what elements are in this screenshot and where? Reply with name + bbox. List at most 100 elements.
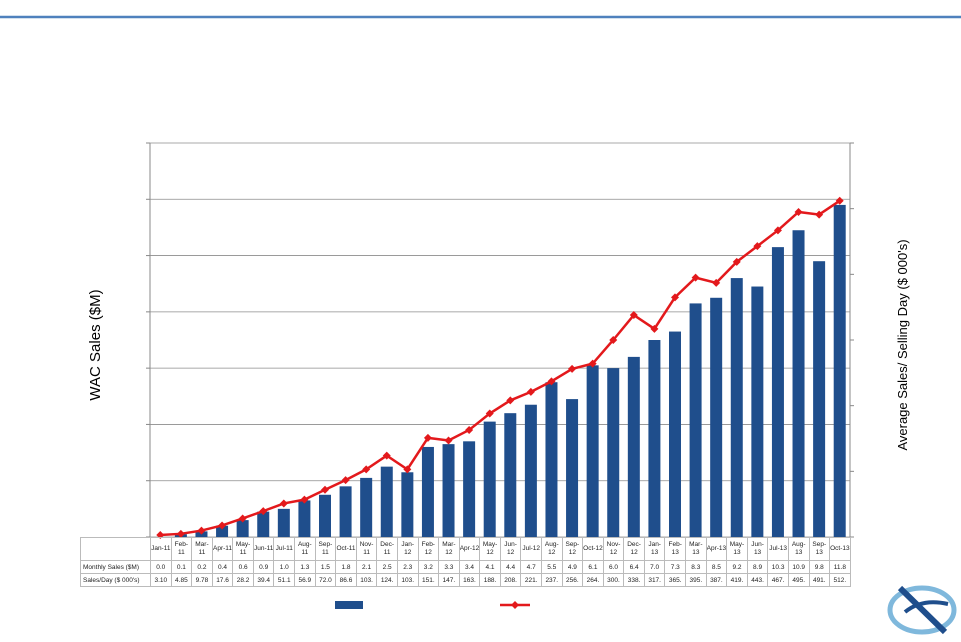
marker	[444, 436, 453, 445]
bar	[730, 278, 743, 537]
row-header: Sales/Day ($ 000's)	[80, 573, 151, 587]
value-label: 56.9	[294, 573, 316, 587]
value-label: 4.9	[561, 560, 584, 574]
category-label: May-11	[232, 537, 254, 561]
marker	[382, 451, 391, 460]
bar	[669, 331, 681, 537]
value-label: 2.1	[355, 560, 378, 574]
bar	[545, 382, 558, 537]
value-label: 0.0	[150, 560, 172, 574]
bar	[607, 368, 620, 537]
value-label: 1.8	[335, 560, 357, 574]
bar	[277, 508, 290, 537]
marker	[732, 257, 741, 266]
category-label: Jan-11	[150, 537, 172, 561]
y-axis-label: WAC Sales ($M)	[87, 289, 104, 400]
category-label: Oct-12	[582, 537, 604, 561]
category-label: Jan-12	[396, 537, 419, 561]
marker	[465, 425, 474, 434]
bar	[257, 511, 270, 537]
bar	[483, 421, 496, 537]
bar	[463, 441, 476, 537]
value-label: 0.2	[191, 560, 213, 574]
value-label: 188.	[479, 573, 501, 587]
value-label: 1.0	[273, 560, 296, 574]
category-label: Jul-11	[273, 537, 296, 561]
marker	[176, 529, 185, 538]
value-label: 237.	[540, 573, 563, 587]
value-label: 3.3	[438, 560, 460, 574]
category-label: Sep-11	[314, 537, 337, 561]
value-label: 147.	[438, 573, 460, 587]
marker	[835, 196, 844, 205]
table-row: Jan-11 Feb-11 Mar-11 Apr-11 May-11 Jun-11 Jul-…	[80, 537, 851, 561]
value-label: 17.6	[211, 573, 234, 587]
value-label: 10.3	[767, 560, 789, 574]
value-label: 395.	[685, 573, 707, 587]
value-label: 11.8	[829, 560, 851, 574]
category-label: Jan-13	[643, 537, 666, 561]
bar	[792, 230, 805, 537]
category-label: Oct-13	[829, 537, 851, 561]
value-label: 2.3	[396, 560, 419, 574]
value-label: 300.	[602, 573, 625, 587]
marker	[259, 507, 268, 516]
value-label: 9.2	[726, 560, 748, 574]
value-label: 28.2	[232, 573, 254, 587]
marker	[568, 364, 577, 373]
value-label: 8.5	[705, 560, 728, 574]
marker	[485, 409, 494, 418]
value-label: 124.	[376, 573, 398, 587]
value-label: 103.	[396, 573, 419, 587]
row-header: Monthly Sales ($M)	[80, 560, 151, 574]
bar	[421, 446, 434, 537]
marker	[526, 387, 535, 396]
bar	[504, 413, 517, 537]
category-label: Jul-12	[520, 537, 542, 561]
bar	[833, 204, 846, 537]
marker	[712, 278, 721, 287]
value-label: 338.	[623, 573, 645, 587]
marker	[341, 476, 350, 485]
bar	[689, 303, 702, 537]
value-label: 208.	[499, 573, 522, 587]
bar	[236, 520, 249, 537]
marker	[815, 210, 824, 219]
category-label: Jun-12	[499, 537, 522, 561]
data-table: Jan-11 Feb-11 Mar-11 Apr-11 May-11 Jun-11 Jul-…	[80, 537, 851, 587]
bar	[751, 286, 764, 537]
marker	[773, 226, 782, 235]
bar	[442, 444, 455, 537]
value-label: 39.4	[252, 573, 275, 587]
table-cell	[80, 537, 151, 561]
value-label: 103.	[355, 573, 378, 587]
bar	[813, 261, 826, 537]
marker	[279, 499, 288, 508]
category-label: Mar-12	[438, 537, 460, 561]
value-label: 6.4	[623, 560, 645, 574]
value-label: 151.	[417, 573, 440, 587]
value-label: 317.	[643, 573, 666, 587]
value-label: 6.0	[602, 560, 625, 574]
value-label: 86.6	[335, 573, 357, 587]
value-label: 256.	[561, 573, 584, 587]
category-label: Aug-13	[787, 537, 810, 561]
category-label: Nov-11	[355, 537, 378, 561]
value-label: 9.8	[808, 560, 831, 574]
bar	[401, 472, 414, 537]
marker	[547, 377, 556, 386]
marker	[300, 495, 309, 504]
value-label: 3.2	[417, 560, 440, 574]
legend-swatch	[511, 601, 519, 609]
marker	[691, 273, 700, 282]
category-label: Apr-12	[458, 537, 481, 561]
value-label: 7.0	[643, 560, 666, 574]
marker	[506, 396, 515, 405]
value-label: 3.10	[150, 573, 172, 587]
marker	[671, 293, 679, 302]
value-label: 5.5	[540, 560, 563, 574]
category-label: Feb-11	[170, 537, 193, 561]
value-label: 0.4	[211, 560, 234, 574]
value-label: 221.	[520, 573, 542, 587]
bar	[524, 404, 537, 537]
